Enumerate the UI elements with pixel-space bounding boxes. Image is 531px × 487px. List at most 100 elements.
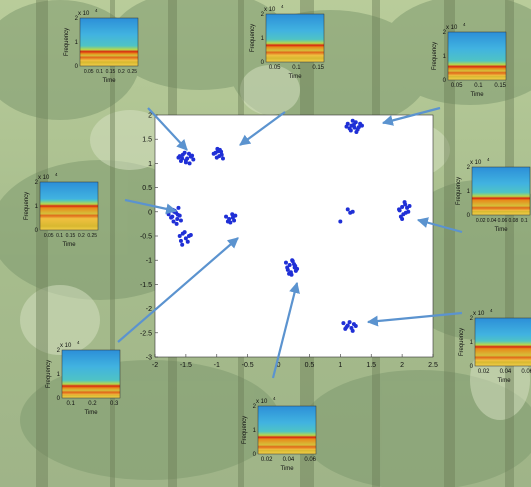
- cluster-4-point: [176, 213, 180, 217]
- cluster-10-point: [404, 211, 408, 215]
- spectrogram-inset-1: x 10 4 2 1 0 Frequency 0.05 0.1 0.15 0.2 0.25 Time: [62, 6, 148, 86]
- y-tick-label: -3: [146, 355, 152, 362]
- y-tick-label: -1: [146, 258, 152, 265]
- exponent-label: x 10: [256, 399, 268, 405]
- cluster-8-point: [345, 325, 349, 329]
- cluster-7-point: [294, 269, 298, 273]
- spectrogram-image: [472, 167, 530, 215]
- y-tick-label: -0.5: [140, 234, 152, 241]
- cluster-3-point: [354, 130, 358, 134]
- inset-x-tick-label: 0.2: [88, 401, 97, 407]
- inset-x-tick-label: 0.1: [56, 233, 63, 239]
- inset-x-tick-label: 0.05: [84, 69, 94, 75]
- x-tick-label: 2: [400, 362, 404, 369]
- cluster-7-point: [291, 259, 295, 263]
- cluster-4-point: [169, 216, 173, 220]
- cluster-3-point: [353, 126, 357, 130]
- cluster-2-point: [217, 154, 221, 158]
- inset-x-axis-label: Time: [84, 410, 98, 416]
- inset-x-tick-label: 0.15: [66, 233, 76, 239]
- cluster-7-point: [285, 265, 289, 269]
- cluster-8-point: [348, 320, 352, 324]
- spectrogram-chart: x 10 4 2 1 0 Frequency 0.02 0.04 0.06 Time: [457, 306, 531, 386]
- cluster-5-point: [183, 230, 187, 234]
- inset-x-tick-label: 0.1: [96, 69, 103, 75]
- cluster-10-point: [398, 208, 402, 212]
- x-tick-label: 1.5: [366, 362, 376, 369]
- inset-y-axis-label: Frequency: [459, 328, 465, 356]
- cluster-1-point: [191, 158, 195, 162]
- exponent-label: x 10: [470, 160, 482, 166]
- inset-x-tick-label: 0.06: [498, 218, 508, 224]
- inset-x-axis-label: Time: [102, 78, 116, 84]
- cluster-2-point: [221, 157, 225, 161]
- inset-x-tick-label: 0.1: [67, 401, 76, 407]
- inset-x-tick-label: 0.15: [106, 69, 116, 75]
- inset-x-tick-label: 0.25: [87, 233, 97, 239]
- x-tick-label: -1: [214, 362, 220, 369]
- inset-x-tick-label: 0.2: [78, 233, 85, 239]
- cluster-8-point: [351, 329, 355, 333]
- cluster-10-point: [408, 204, 412, 208]
- inset-x-tick-label: 0.05: [269, 65, 281, 71]
- inset-x-tick-label: 0.04: [487, 218, 497, 224]
- inset-x-tick-label: 0.15: [494, 83, 506, 89]
- spectrogram-chart: x 10 4 2 1 0 Frequency 0.02 0.04 0.06 0.08 0.1 Time: [454, 155, 531, 235]
- inset-x-tick-label: 0.08: [508, 218, 518, 224]
- inset-x-tick-label: 0.05: [44, 233, 54, 239]
- inset-x-tick-label: 0.1: [474, 83, 483, 89]
- spectrogram-chart: x 10 4 2 1 0 Frequency 0.05 0.1 0.15 Time: [430, 20, 516, 100]
- inset-x-tick-label: 0.05: [451, 83, 463, 89]
- y-tick-label: -2.5: [140, 330, 152, 337]
- cluster-4-point: [175, 222, 179, 226]
- cluster-1-point: [183, 151, 187, 155]
- inset-x-axis-label: Time: [62, 242, 76, 248]
- y-tick-label: -1.5: [140, 282, 152, 289]
- spectrogram-image: [258, 406, 316, 454]
- cluster-3-point: [345, 125, 349, 129]
- cluster-1-point: [190, 154, 194, 158]
- cluster-6-point: [233, 214, 237, 218]
- x-tick-label: 1: [338, 362, 342, 369]
- cluster-2-point: [214, 151, 218, 155]
- cluster-2-point: [215, 147, 219, 151]
- cluster-10-point: [400, 217, 404, 221]
- inset-x-tick-label: 0.06: [304, 457, 316, 463]
- cluster-6-point: [226, 219, 230, 223]
- inset-x-tick-label: 0.06: [521, 369, 531, 375]
- cluster-1-point: [188, 161, 192, 165]
- inset-x-axis-label: Time: [288, 74, 302, 80]
- x-tick-label: -1.5: [180, 362, 192, 369]
- inset-x-axis-label: Time: [280, 466, 294, 472]
- x-tick-label: -0.5: [242, 362, 254, 369]
- inset-x-tick-label: 0.3: [110, 401, 119, 407]
- inset-x-axis-label: Time: [470, 92, 484, 98]
- cluster-7-point: [284, 261, 288, 265]
- cluster-7-point: [290, 273, 294, 277]
- inset-y-axis-label: Frequency: [64, 28, 70, 56]
- spectrogram-chart: x 10 4 2 1 0 Frequency 0.02 0.04 0.06 Time: [240, 394, 326, 474]
- y-tick-label: 1: [148, 161, 152, 168]
- spectrogram-inset-3: x 10 4 2 1 0 Frequency 0.05 0.1 0.15 Time: [430, 20, 516, 100]
- inset-y-axis-label: Frequency: [432, 42, 438, 70]
- cluster-5-point: [179, 239, 183, 243]
- cluster-1-point: [180, 157, 184, 161]
- spectrogram-inset-6: x 10 4 2 1 0 Frequency 0.1 0.2 0.3 Time: [44, 338, 130, 418]
- spectrogram-inset-8: x 10 4 2 1 0 Frequency 0.02 0.04 0.06 Time: [240, 394, 326, 474]
- cluster-9-point: [346, 207, 350, 211]
- inset-x-tick-label: 0.25: [127, 69, 137, 75]
- inset-x-axis-label: Time: [497, 378, 511, 384]
- x-tick-label: 0.5: [305, 362, 315, 369]
- spectrogram-image: [448, 32, 506, 80]
- spectrogram-inset-7: x 10 4 2 1 0 Frequency 0.02 0.04 0.06 Time: [457, 306, 531, 386]
- inset-x-tick-label: 0.1: [292, 65, 301, 71]
- spectrogram-inset-2: x 10 4 2 1 0 Frequency 0.05 0.1 0.15 Time: [248, 2, 334, 82]
- spectrogram-image: [266, 14, 324, 62]
- spectrogram-chart: x 10 4 2 1 0 Frequency 0.05 0.1 0.15 Time: [248, 2, 334, 82]
- exponent-label: x 10: [60, 343, 72, 349]
- inset-y-axis-label: Frequency: [456, 177, 462, 205]
- cluster-3-point: [351, 119, 355, 123]
- y-tick-label: 0.5: [142, 185, 152, 192]
- cluster-2-point: [219, 150, 223, 154]
- spectrogram-inset-5: x 10 4 2 1 0 Frequency 0.02 0.04 0.06 0.08 0.1 Time: [454, 155, 531, 235]
